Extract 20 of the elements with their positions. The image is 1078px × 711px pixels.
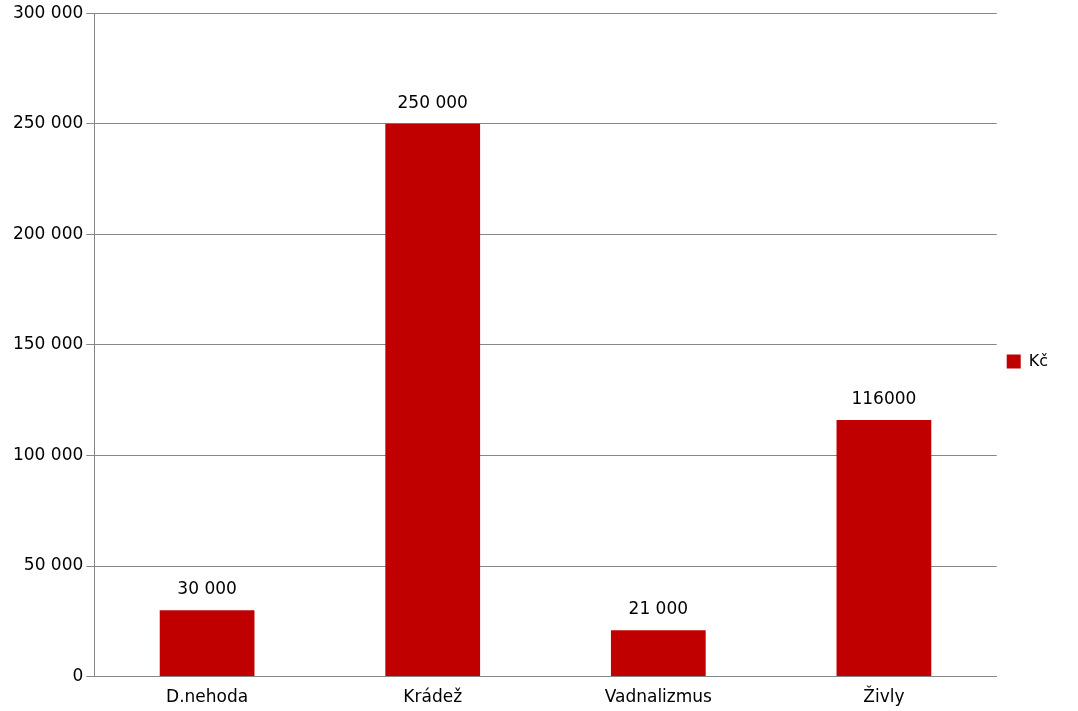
y-tick-label: 250 000 xyxy=(12,112,84,133)
legend-label: Kč xyxy=(1028,350,1049,370)
data-label: 21 000 xyxy=(628,598,689,619)
bar xyxy=(385,123,481,677)
x-tick-label: Krádež xyxy=(403,686,463,707)
y-tick-label: 100 000 xyxy=(12,443,84,464)
data-label: 250 000 xyxy=(397,91,468,112)
y-tick-label: 0 xyxy=(72,665,84,686)
x-tick-label: Živly xyxy=(863,685,905,707)
bar xyxy=(610,630,706,677)
x-tick-label: Vadnalizmus xyxy=(604,686,713,707)
bar xyxy=(836,420,932,677)
y-tick-label: 200 000 xyxy=(12,222,84,243)
y-tick-label: 300 000 xyxy=(12,1,84,22)
data-label: 116000 xyxy=(851,388,917,409)
y-tick-label: 150 000 xyxy=(12,333,84,354)
y-tick-label: 50 000 xyxy=(23,554,84,575)
bar xyxy=(159,610,255,677)
data-label: 30 000 xyxy=(177,578,237,599)
x-tick-label: D.nehoda xyxy=(166,686,249,707)
